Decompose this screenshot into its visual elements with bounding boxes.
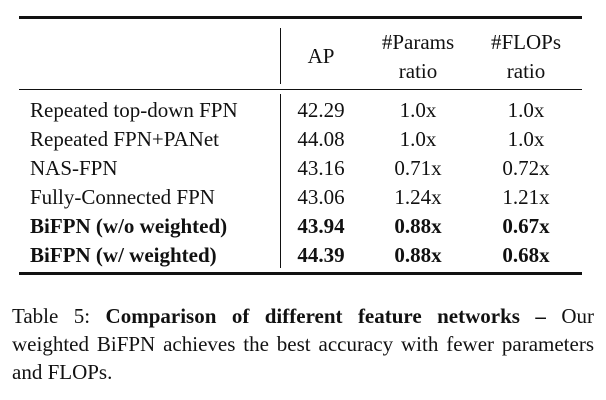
method-cell: BiFPN (w/ weighted) [30, 243, 217, 267]
method-cell: NAS-FPN [30, 156, 118, 180]
params-cell: 0.88x [394, 214, 442, 238]
ap-cell: 44.39 [297, 243, 345, 267]
flops-cell: 1.0x [507, 98, 545, 122]
params-cell: 0.88x [394, 243, 442, 267]
method-cell: Fully-Connected FPN [30, 185, 215, 209]
header-flops-line2: ratio [506, 59, 546, 83]
flops-cell: 0.67x [502, 214, 550, 238]
table-bottom-rule [19, 272, 582, 275]
header-params-line1: #Params [381, 30, 455, 54]
caption-title: Comparison of different feature networks… [105, 304, 546, 328]
method-cell: Repeated top-down FPN [30, 98, 238, 122]
params-cell: 1.0x [399, 98, 437, 122]
ap-cell: 44.08 [297, 127, 345, 151]
ap-cell: 43.16 [297, 156, 345, 180]
method-cell: BiFPN (w/o weighted) [30, 214, 228, 238]
caption-label: Table 5: [12, 304, 91, 328]
body-column-separator [280, 94, 282, 268]
params-cell: 1.0x [399, 127, 437, 151]
table-top-rule [19, 16, 582, 19]
table-header-rule [19, 89, 582, 91]
ap-cell: 43.06 [297, 185, 345, 209]
caption-text: Our weighted BiFPN achieves the best acc… [12, 304, 594, 384]
header-column-separator [280, 28, 282, 84]
header-flops-line1: #FLOPs [490, 30, 562, 54]
header-ap: AP [307, 44, 335, 68]
table-caption: Table 5: Comparison of different feature… [12, 302, 594, 386]
ap-cell: 43.94 [297, 214, 345, 238]
flops-cell: 1.21x [502, 185, 550, 209]
params-cell: 0.71x [394, 156, 442, 180]
flops-cell: 1.0x [507, 127, 545, 151]
flops-cell: 0.72x [502, 156, 550, 180]
header-params-line2: ratio [398, 59, 438, 83]
flops-cell: 0.68x [502, 243, 550, 267]
method-cell: Repeated FPN+PANet [30, 127, 219, 151]
ap-cell: 42.29 [297, 98, 345, 122]
params-cell: 1.24x [394, 185, 442, 209]
